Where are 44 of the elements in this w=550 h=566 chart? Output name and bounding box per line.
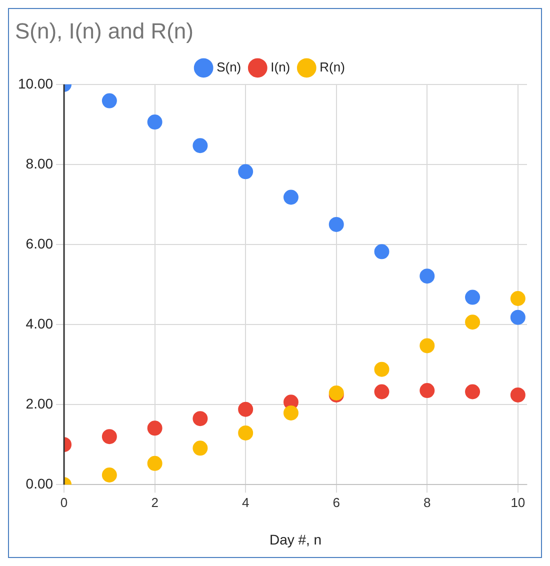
point [510,310,526,325]
x-tick-label: 4 [242,494,250,510]
y-tick-label: 8.00 [26,155,54,172]
point [238,425,254,440]
y-tick-label: 4.00 [26,315,54,332]
x-tick-label: 2 [151,494,158,510]
legend-label: R(n) [320,59,345,74]
x-tick-label: 10 [510,494,526,510]
legend-label: S(n) [216,59,242,74]
point [465,314,480,330]
point [102,93,117,108]
point [510,387,526,402]
y-tick-label: 6.00 [26,235,54,252]
point [283,405,298,420]
point [283,190,298,205]
point [147,420,162,436]
point [238,402,254,417]
point [102,467,117,482]
x-tick-label: 8 [424,494,431,510]
point [238,164,254,180]
point [420,268,435,284]
y-tick-label: 10.00 [18,75,54,92]
chart-title: S(n), I(n) and R(n) [15,18,194,44]
point [510,291,526,306]
point [192,411,208,426]
x-tick-label: 6 [332,494,340,510]
point [147,114,162,130]
point [465,290,480,305]
point [192,440,208,456]
legend-label: I(n) [270,59,290,74]
y-tick-label: 2.00 [26,395,54,412]
point [420,383,435,398]
x-axis-title: Day #, n [269,531,322,548]
point [328,216,344,232]
y-tick-label: 0.00 [26,475,54,492]
point [374,362,390,377]
point [420,338,435,354]
point [374,384,390,400]
x-tick-label: 0 [60,494,68,510]
point [465,384,480,400]
point [374,244,390,260]
point [147,456,162,471]
point [102,429,117,444]
point [192,138,208,154]
